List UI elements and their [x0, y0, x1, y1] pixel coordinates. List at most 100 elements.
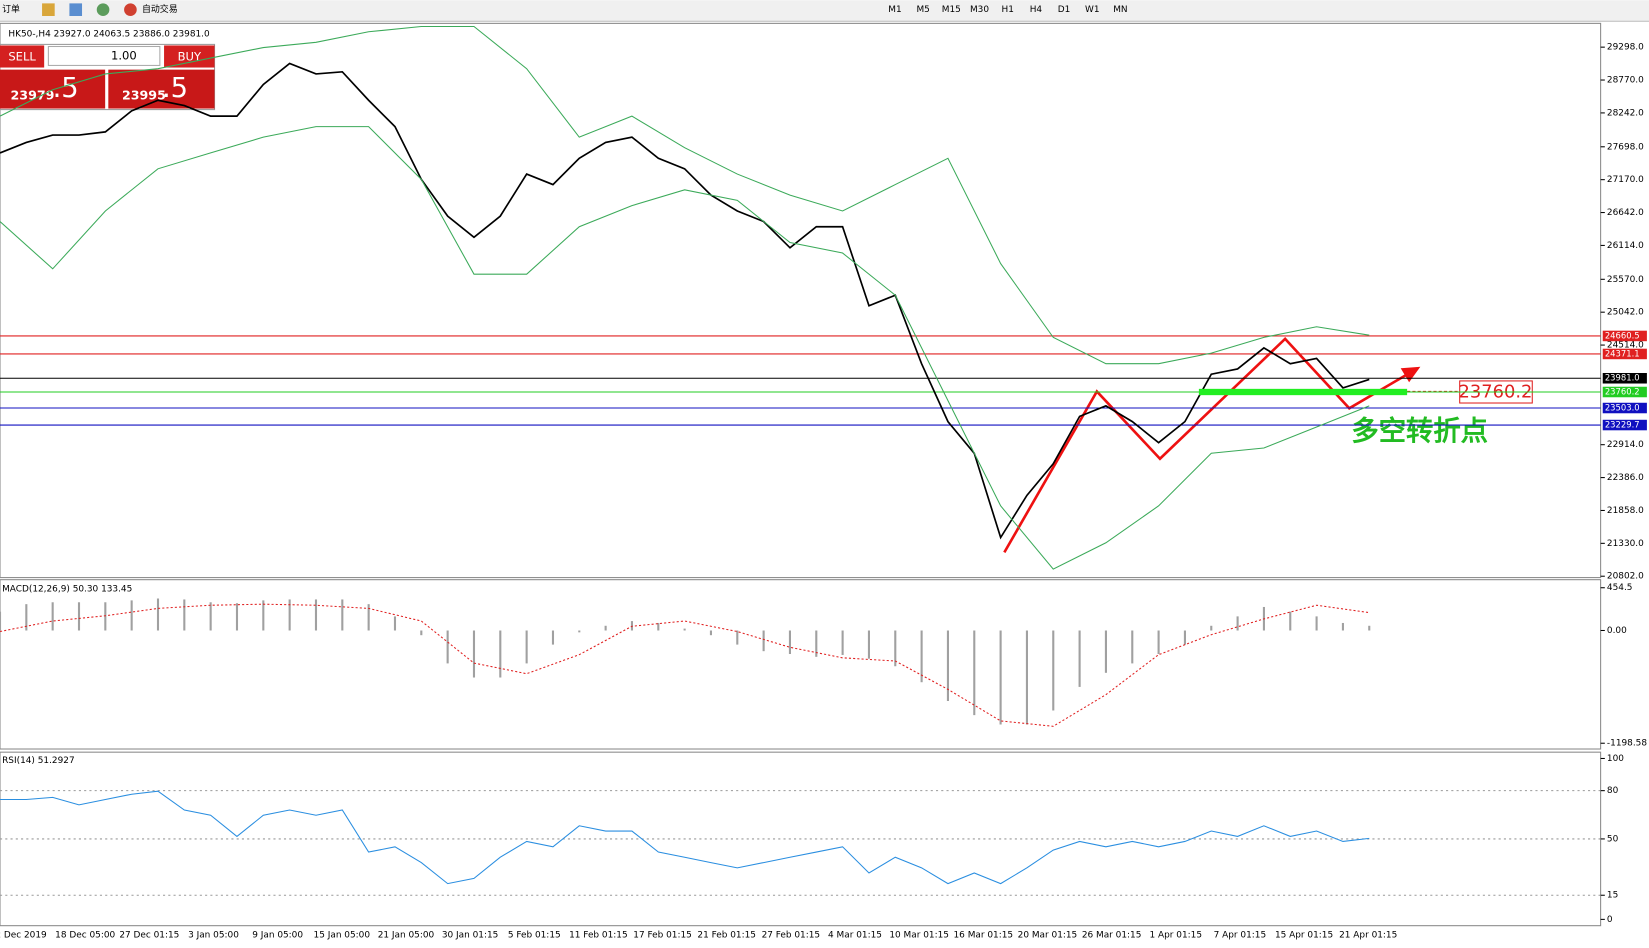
x-tick-label: 20 Mar 01:15	[1018, 931, 1078, 941]
timeframe-button[interactable]: W1	[1085, 5, 1100, 15]
level-label: 23229.7	[1605, 420, 1640, 430]
level-tag	[1602, 330, 1647, 342]
x-tick-label: 3 Jan 05:00	[188, 931, 239, 941]
x-tick-label: 1 Apr 01:15	[1150, 931, 1203, 941]
x-tick-label: 10 Mar 01:15	[889, 931, 949, 941]
level-tag	[1602, 402, 1647, 414]
x-tick-label: 21 Jan 05:00	[378, 931, 435, 941]
y-tick-label: 25570.0	[1607, 275, 1644, 285]
y-tick-label: 27170.0	[1607, 175, 1644, 185]
y-tick-label: 26114.0	[1607, 241, 1644, 251]
buy-price[interactable]: 23995	[122, 87, 166, 102]
level-tag	[1602, 419, 1647, 431]
y-tick-label: 22914.0	[1607, 440, 1644, 450]
level-zone	[1198, 388, 1408, 396]
annotation-text: 多空转折点	[1351, 415, 1488, 447]
x-tick-label: 21 Apr 01:15	[1339, 931, 1397, 941]
y-tick-label: 0.00	[1607, 626, 1627, 636]
y-tick-label: 26642.0	[1607, 208, 1644, 218]
y-tick-label: 21858.0	[1607, 506, 1644, 516]
rsi-title: RSI(14) 51.2927	[2, 756, 75, 766]
series-line	[0, 790, 1370, 885]
x-tick-label: 16 Mar 01:15	[954, 931, 1014, 941]
timeframe-button[interactable]: M1	[888, 5, 901, 15]
y-tick-label: 15	[1607, 891, 1618, 901]
x-tick-label: 26 Mar 01:15	[1082, 931, 1142, 941]
zigzag	[1003, 336, 1419, 554]
level-label: 23760.2	[1605, 387, 1640, 397]
x-tick-label: 18 Dec 05:00	[55, 931, 115, 941]
x-tick-label: 4 Mar 01:15	[828, 931, 882, 941]
timeframe-button[interactable]: M15	[942, 5, 961, 15]
x-tick-label: 27 Feb 01:15	[762, 931, 821, 941]
timeframe-button[interactable]: H4	[1030, 5, 1043, 15]
level-label: 24660.5	[1605, 330, 1640, 340]
signal-line	[0, 603, 1370, 727]
sell-price-box[interactable]	[0, 69, 106, 109]
toolbar-item[interactable]: 订单	[2, 3, 20, 15]
x-tick-label: 5 Feb 01:15	[508, 931, 561, 941]
y-tick-label: 29298.0	[1607, 43, 1644, 53]
macd-frame	[0, 579, 1602, 750]
buy-price-frac[interactable]: .5	[162, 73, 188, 104]
buy-label[interactable]: BUY	[178, 50, 202, 64]
icon[interactable]	[124, 3, 137, 17]
macd-title: MACD(12,26,9) 50.30 133.45	[2, 585, 132, 595]
level-label: 23981.0	[1605, 373, 1640, 383]
timeframe-button[interactable]: D1	[1058, 5, 1071, 15]
x-tick-label: 30 Jan 01:15	[442, 931, 498, 941]
toolbar-bg	[0, 0, 1649, 22]
x-tick-label: 15 Jan 05:00	[314, 931, 371, 941]
lots-input[interactable]	[47, 45, 161, 66]
timeframe-button[interactable]: MN	[1113, 5, 1127, 15]
x-tick-label: 11 Feb 01:15	[569, 931, 628, 941]
chart-title: HK50-,H4 23927.0 24063.5 23886.0 23981.0	[8, 29, 210, 39]
icon[interactable]	[42, 3, 55, 17]
timeframe-button[interactable]: H1	[1002, 5, 1014, 15]
timeframe-button[interactable]: M5	[916, 5, 929, 15]
sell-button[interactable]	[0, 45, 45, 68]
x-tick-label: 7 Apr 01:15	[1214, 931, 1266, 941]
y-tick-label: 20802.0	[1607, 572, 1644, 582]
main-frame	[0, 22, 1602, 579]
sell-label[interactable]: SELL	[8, 50, 36, 64]
level-label: 23503.0	[1605, 403, 1640, 413]
series-line	[0, 62, 1370, 540]
icon[interactable]	[96, 3, 110, 17]
lots-value[interactable]: 1.00	[111, 48, 137, 62]
level-tag	[1602, 348, 1647, 360]
y-tick-label: -1198.58	[1607, 739, 1647, 749]
buy-price-box[interactable]	[108, 69, 215, 109]
buy-button[interactable]	[164, 45, 215, 68]
x-tick-label: 2 Dec 2019	[0, 931, 47, 941]
y-tick-label: 0	[1607, 915, 1613, 925]
y-tick-label: 454.5	[1607, 583, 1633, 593]
y-tick-label: 25042.0	[1607, 308, 1644, 318]
x-tick-label: 9 Jan 05:00	[252, 931, 303, 941]
x-tick-label: 15 Apr 01:15	[1275, 931, 1333, 941]
y-tick-label: 100	[1607, 754, 1624, 764]
x-tick-label: 17 Feb 01:15	[633, 931, 692, 941]
arrowhead	[1400, 366, 1421, 383]
y-tick-label: 28770.0	[1607, 76, 1644, 86]
icon[interactable]	[69, 3, 83, 17]
x-tick-label: 27 Dec 01:15	[119, 931, 179, 941]
y-tick-label: 50	[1607, 834, 1619, 844]
x-tick-label: 21 Feb 01:15	[697, 931, 756, 941]
toolbar-item[interactable]: 自动交易	[142, 3, 178, 15]
timeframe-button[interactable]: M30	[970, 5, 989, 15]
y-tick-label: 22386.0	[1607, 473, 1644, 483]
y-tick-label: 24514.0	[1607, 341, 1644, 351]
level-tag	[1602, 386, 1647, 398]
y-tick-label: 27698.0	[1607, 142, 1644, 152]
y-tick-label: 21330.0	[1607, 539, 1644, 549]
y-tick-label: 28242.0	[1607, 108, 1644, 118]
series-line	[0, 126, 1370, 570]
series-line	[0, 25, 1370, 365]
trend-arrows	[1003, 336, 1421, 554]
level-label: 24371.1	[1605, 348, 1640, 358]
sell-price[interactable]: 23979	[11, 87, 55, 102]
level-tag	[1602, 372, 1647, 384]
y-tick-label: 80	[1607, 786, 1619, 796]
